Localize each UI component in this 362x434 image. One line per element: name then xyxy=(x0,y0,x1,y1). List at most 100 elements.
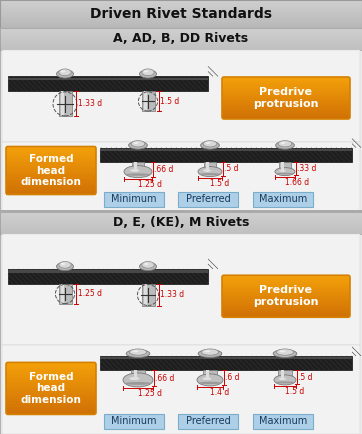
Ellipse shape xyxy=(198,350,222,358)
Bar xyxy=(0,14,362,15)
Bar xyxy=(222,106,350,108)
Ellipse shape xyxy=(144,263,148,265)
Bar xyxy=(0,19,362,20)
Bar xyxy=(0,18,362,19)
Bar xyxy=(6,182,96,185)
Bar xyxy=(222,304,350,307)
Bar xyxy=(0,223,362,224)
Bar xyxy=(6,187,96,190)
Bar xyxy=(222,308,350,311)
Ellipse shape xyxy=(202,378,211,380)
Bar xyxy=(8,269,208,284)
Bar xyxy=(0,0,362,28)
Bar xyxy=(6,175,96,178)
Bar xyxy=(6,393,96,396)
Bar xyxy=(0,228,362,229)
Bar xyxy=(0,43,362,44)
Bar xyxy=(278,370,292,380)
Ellipse shape xyxy=(276,349,294,355)
Text: 1.25 d: 1.25 d xyxy=(77,289,101,299)
Ellipse shape xyxy=(56,70,73,78)
Bar xyxy=(100,357,352,359)
Ellipse shape xyxy=(198,382,222,384)
Bar xyxy=(0,226,362,227)
Bar xyxy=(6,409,96,412)
Ellipse shape xyxy=(201,141,219,149)
Ellipse shape xyxy=(273,350,297,358)
Bar xyxy=(0,42,362,43)
Ellipse shape xyxy=(125,174,151,176)
Bar xyxy=(0,11,362,12)
Bar xyxy=(8,78,208,80)
Bar xyxy=(0,0,362,1)
Bar xyxy=(0,22,362,23)
Bar xyxy=(0,230,362,231)
Bar xyxy=(2,142,360,212)
Ellipse shape xyxy=(203,141,217,147)
Text: Predrive
protrusion: Predrive protrusion xyxy=(253,286,319,307)
Bar xyxy=(144,92,147,112)
Text: Preferred: Preferred xyxy=(186,417,230,427)
Bar xyxy=(6,158,96,161)
Text: Formed
head
dimension: Formed head dimension xyxy=(21,154,81,187)
Bar xyxy=(0,34,362,35)
Bar xyxy=(222,110,350,113)
Bar xyxy=(6,380,96,383)
Ellipse shape xyxy=(56,262,73,271)
Text: .6 d: .6 d xyxy=(225,373,240,382)
Ellipse shape xyxy=(198,167,222,177)
Bar xyxy=(6,385,96,388)
Bar xyxy=(6,370,96,373)
Bar xyxy=(2,50,360,142)
Bar xyxy=(0,28,362,212)
Bar xyxy=(0,6,362,7)
Bar xyxy=(0,13,362,14)
Text: Predrive
protrusion: Predrive protrusion xyxy=(253,87,319,109)
Ellipse shape xyxy=(274,375,296,385)
Ellipse shape xyxy=(61,263,65,265)
Bar xyxy=(222,281,350,284)
Bar xyxy=(0,16,362,17)
Bar xyxy=(0,222,362,223)
Ellipse shape xyxy=(275,141,294,149)
Bar xyxy=(0,39,362,40)
Bar xyxy=(6,378,96,381)
Bar xyxy=(0,30,362,31)
Bar xyxy=(6,362,96,365)
Text: .66 d: .66 d xyxy=(154,165,173,174)
Bar xyxy=(222,108,350,111)
Bar xyxy=(2,234,360,345)
Bar xyxy=(222,98,350,100)
Bar xyxy=(6,156,96,158)
Ellipse shape xyxy=(275,168,295,176)
Bar xyxy=(100,148,352,161)
Ellipse shape xyxy=(132,350,138,352)
Bar xyxy=(0,35,362,36)
Bar xyxy=(0,229,362,230)
Bar xyxy=(0,47,362,48)
Bar xyxy=(222,95,350,98)
Bar xyxy=(0,210,362,213)
Text: A, AD, B, DD Rivets: A, AD, B, DD Rivets xyxy=(113,33,249,46)
Bar xyxy=(6,189,96,192)
Bar xyxy=(6,375,96,378)
Text: 1.25 d: 1.25 d xyxy=(138,389,162,398)
Bar xyxy=(142,284,155,306)
Text: 1.66 d: 1.66 d xyxy=(285,178,309,187)
Bar xyxy=(131,370,145,380)
Ellipse shape xyxy=(139,262,156,271)
Ellipse shape xyxy=(129,349,147,355)
Bar xyxy=(0,233,362,234)
Bar xyxy=(6,367,96,370)
Bar xyxy=(0,17,362,18)
Bar xyxy=(6,172,96,175)
Bar xyxy=(222,312,350,315)
Ellipse shape xyxy=(278,378,286,380)
Bar xyxy=(281,161,284,171)
Bar xyxy=(8,270,208,273)
Bar xyxy=(0,231,362,232)
Bar xyxy=(100,149,352,151)
Bar xyxy=(222,275,350,277)
Ellipse shape xyxy=(142,69,154,76)
Bar xyxy=(279,161,291,171)
